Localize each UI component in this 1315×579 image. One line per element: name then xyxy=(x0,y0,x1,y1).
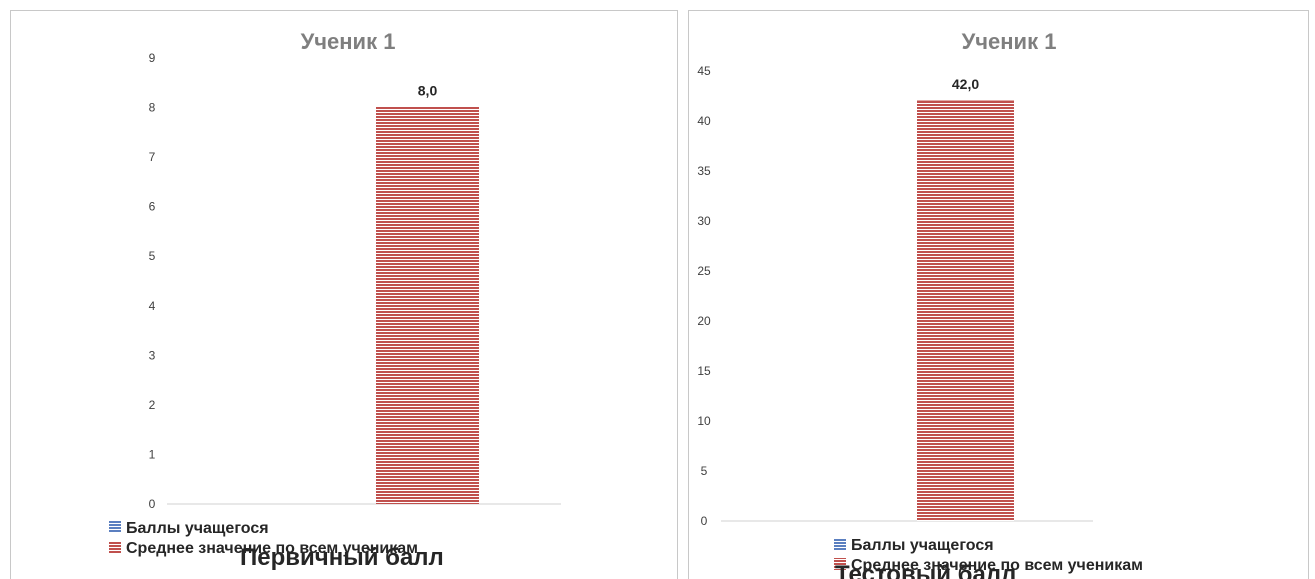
legend-swatch-average xyxy=(834,558,846,570)
y-tick-label: 5 xyxy=(149,249,156,263)
y-tick-label: 3 xyxy=(149,348,156,362)
y-tick-label: 4 xyxy=(149,299,156,313)
chart-primary-score: Ученик 1 0 1 2 3 4 5 6 7 8 9 8,0 Баллы учащегося Сред… xyxy=(109,29,561,557)
y-tick-label: 8 xyxy=(149,101,156,115)
y-tick-label: 45 xyxy=(697,64,711,78)
y-tick-label: 7 xyxy=(149,150,156,164)
y-tick-label: 2 xyxy=(149,398,156,412)
y-tick-label: 30 xyxy=(697,214,711,228)
y-tick-label: 35 xyxy=(697,164,711,178)
y-tick-label: 0 xyxy=(701,514,708,528)
data-label: 42,0 xyxy=(952,76,979,92)
y-tick-label: 9 xyxy=(149,51,156,65)
y-tick-label: 15 xyxy=(697,364,711,378)
legend-label-student: Баллы учащегося xyxy=(126,520,269,537)
legend-swatch-student xyxy=(109,521,121,533)
legend-label-average: Среднее значение по всем ученикам xyxy=(851,557,1143,574)
chart-caption-primary-score: Первичный балл xyxy=(240,544,444,571)
chart-test-score: Ученик 1 0 5 10 15 20 25 30 35 40 45 42,0 Баллы учащ… xyxy=(697,29,1143,574)
y-tick-label: 1 xyxy=(149,447,156,461)
chart-title: Ученик 1 xyxy=(301,29,396,54)
y-tick-label: 0 xyxy=(149,497,156,511)
chart-title: Ученик 1 xyxy=(962,29,1057,54)
bar-average xyxy=(376,107,479,505)
y-tick-label: 20 xyxy=(697,314,711,328)
y-tick-label: 10 xyxy=(697,414,711,428)
data-label: 8,0 xyxy=(418,83,438,99)
y-tick-label: 40 xyxy=(697,114,711,128)
y-tick-label: 25 xyxy=(697,264,711,278)
legend-label-student: Баллы учащегося xyxy=(851,537,994,554)
bar-average xyxy=(917,101,1014,521)
chart-panel-primary-score: Ученик 1 0 1 2 3 4 5 6 7 8 9 8,0 Баллы учащегося Сред… xyxy=(10,10,678,579)
chart-panel-test-score: Ученик 1 0 5 10 15 20 25 30 35 40 45 42,0 Баллы учащ… xyxy=(688,10,1309,579)
y-tick-label: 6 xyxy=(149,200,156,214)
y-tick-label: 5 xyxy=(701,464,708,478)
legend-swatch-student xyxy=(834,538,846,550)
legend-label-average: Среднее значение по всем ученикам xyxy=(126,540,418,557)
legend-swatch-average xyxy=(109,541,121,553)
chart-caption-test-score: Тестовый балл xyxy=(835,561,1017,579)
